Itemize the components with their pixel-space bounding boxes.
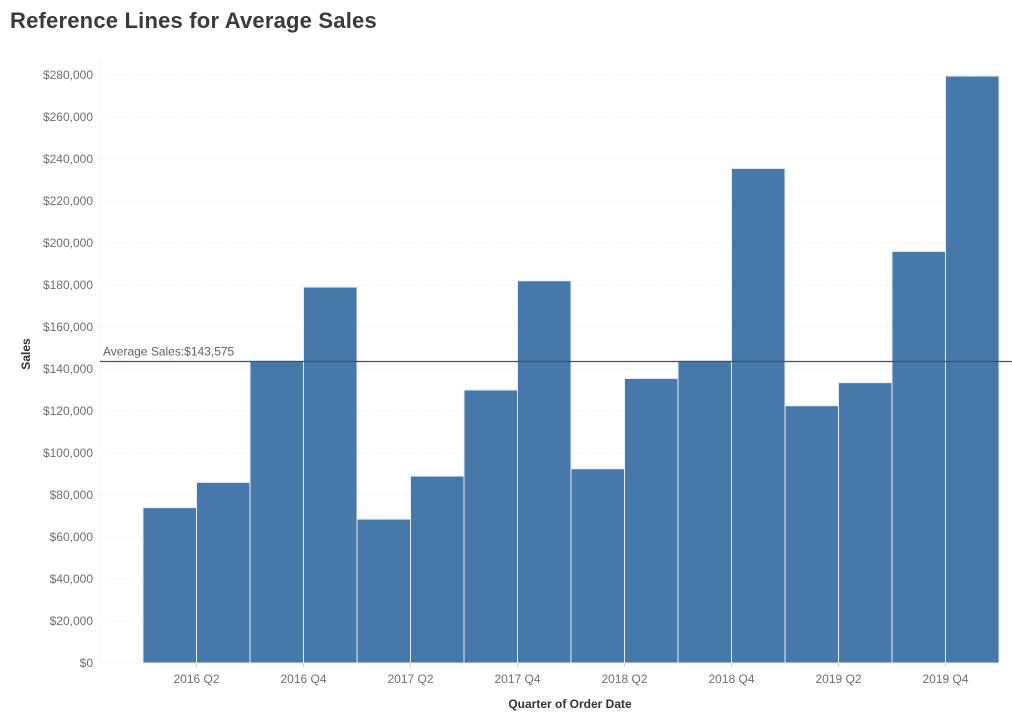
y-tick-label: $20,000 (50, 614, 94, 628)
bar (356, 518, 411, 664)
x-axis-title: Quarter of Order Date (508, 697, 632, 711)
bar (249, 360, 304, 664)
x-tick-label: 2018 Q4 (708, 672, 754, 686)
y-tick-label: $220,000 (43, 194, 93, 208)
y-tick-label: $200,000 (43, 236, 93, 250)
bar (784, 405, 839, 664)
bar (142, 507, 197, 664)
y-tick-label: $160,000 (43, 320, 93, 334)
y-axis-title: Sales (19, 338, 33, 370)
bar (677, 360, 732, 664)
bar (838, 382, 893, 664)
reference-line-label: Average Sales:$143,575 (103, 344, 235, 358)
x-axis-tick-labels: 2016 Q2 2016 Q4 2017 Q2 2017 Q4 2018 Q2 2018 … (173, 663, 969, 686)
y-tick-label: $180,000 (43, 278, 93, 292)
x-tick-label: 2018 Q2 (601, 672, 647, 686)
y-tick-label: $40,000 (50, 572, 94, 586)
bar (196, 481, 251, 664)
bar (731, 167, 786, 664)
y-tick-label: $260,000 (43, 110, 93, 124)
bars (142, 75, 1000, 664)
bar (570, 468, 625, 664)
y-tick-label: $80,000 (50, 488, 94, 502)
x-tick-label: 2016 Q2 (173, 672, 219, 686)
y-tick-label: $120,000 (43, 404, 93, 418)
bar (463, 389, 518, 664)
y-tick-label: $140,000 (43, 362, 93, 376)
y-axis-tick-labels: $0 $20,000 $40,000 $60,000 $80,000 $100,000 $1… (43, 68, 93, 670)
chart-title: Reference Lines for Average Sales (10, 8, 377, 33)
bar (410, 475, 465, 664)
y-tick-label: $280,000 (43, 68, 93, 82)
bar (945, 75, 1000, 664)
x-tick-label: 2017 Q4 (494, 672, 540, 686)
y-tick-label: $60,000 (50, 530, 94, 544)
x-tick-label: 2016 Q4 (280, 672, 326, 686)
y-tick-label: $0 (80, 656, 94, 670)
y-tick-label: $240,000 (43, 152, 93, 166)
reference-line-group: Average Sales:$143,575 (100, 344, 1012, 363)
x-tick-label: 2019 Q4 (922, 672, 968, 686)
x-tick-label: 2019 Q2 (815, 672, 861, 686)
bar (303, 286, 358, 664)
bar (891, 250, 946, 664)
x-tick-label: 2017 Q2 (387, 672, 433, 686)
bar (517, 280, 572, 664)
bar (624, 377, 679, 664)
y-tick-label: $100,000 (43, 446, 93, 460)
